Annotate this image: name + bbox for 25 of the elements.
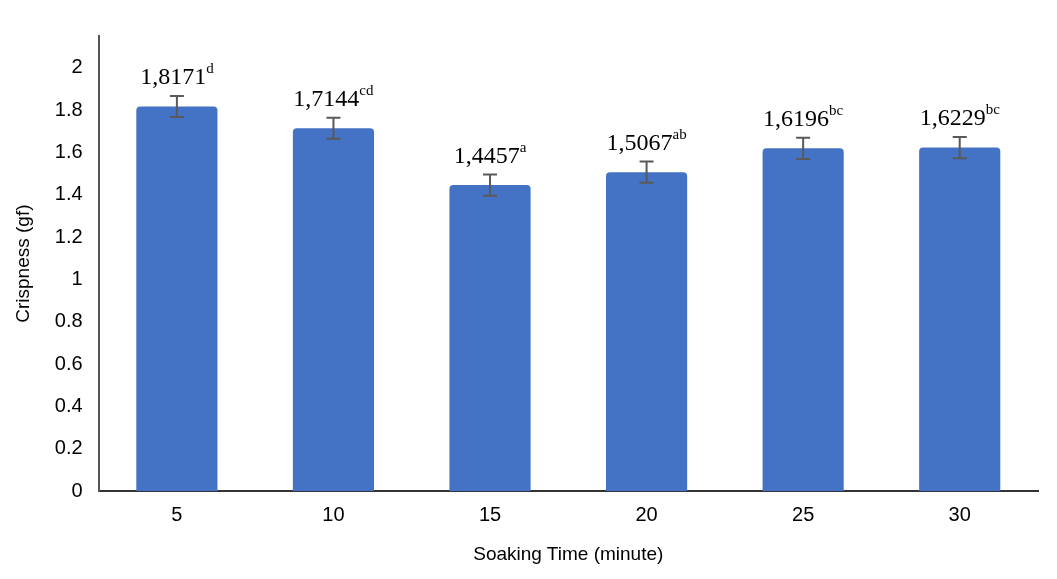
x-tick-label: 25 xyxy=(792,502,815,525)
bar xyxy=(762,148,844,492)
y-tick-label: 1.6 xyxy=(54,139,83,162)
bar xyxy=(136,106,218,492)
x-tick-label: 15 xyxy=(478,502,502,525)
y-tick-label: 1.8 xyxy=(54,97,83,120)
y-tick-label: 1.4 xyxy=(54,182,83,205)
y-axis-title: Crispness (gf) xyxy=(11,204,33,323)
y-tick-label: 0.8 xyxy=(54,309,83,332)
y-tick-label: 0.4 xyxy=(54,394,83,417)
y-tick-label: 0.6 xyxy=(54,351,83,374)
bar xyxy=(919,147,1001,492)
x-tick-label: 30 xyxy=(948,502,971,525)
x-tick-label: 20 xyxy=(635,502,658,525)
x-tick-label: 5 xyxy=(171,502,183,525)
y-tick-label: 1 xyxy=(71,266,83,289)
y-tick-label: 1.2 xyxy=(54,224,83,247)
x-axis-title: Soaking Time (minute) xyxy=(473,542,664,564)
x-tick-label: 10 xyxy=(322,502,345,525)
y-tick-label: 2 xyxy=(71,55,83,78)
bar xyxy=(292,128,375,492)
bar xyxy=(606,172,688,492)
y-tick-label: 0 xyxy=(71,478,83,501)
y-tick-label: 0.2 xyxy=(54,436,83,459)
bar xyxy=(449,185,531,492)
